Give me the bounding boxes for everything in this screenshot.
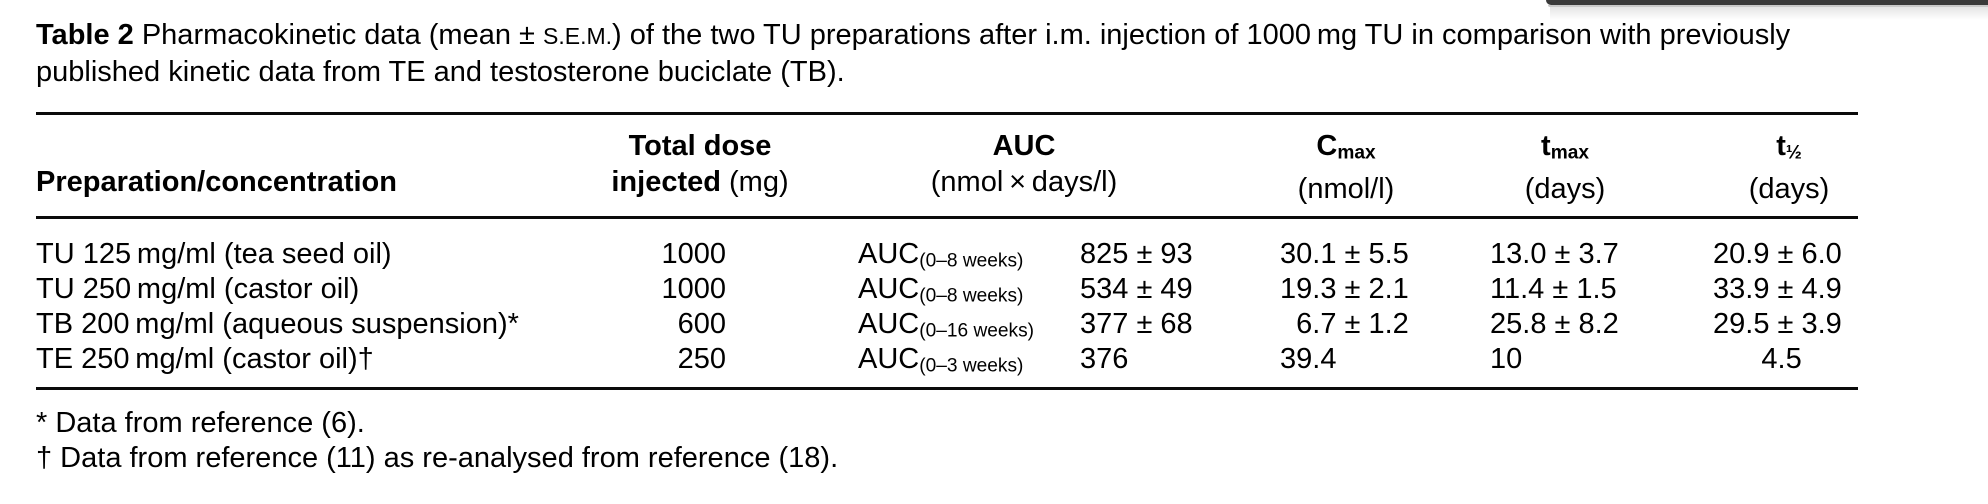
cell-auc-value: 825 ± 93: [1080, 238, 1193, 270]
header-thalf: t½ (days): [1689, 128, 1889, 207]
header-thalf-subscript: ½: [1785, 142, 1802, 164]
header-tmax: tmax (days): [1465, 128, 1665, 207]
caption-table-number: Table 2: [36, 19, 134, 51]
header-cmax: Cmax (nmol/l): [1246, 128, 1446, 207]
cell-preparation: TU 250 mg/ml (castor oil): [36, 273, 360, 305]
cell-thalf: 33.9 ± 4.9: [1713, 273, 1842, 305]
header-total-dose-line2: injected (mg): [580, 164, 820, 200]
cell-tmax: 10: [1490, 343, 1523, 375]
header-tmax-line1: tmax: [1465, 128, 1665, 171]
cell-auc-value: 377 ± 68: [1080, 308, 1193, 340]
header-tmax-unit: (days): [1524, 173, 1606, 206]
header-total-dose-line1: Total dose: [628, 130, 772, 162]
cell-preparation: TB 200 mg/ml (aqueous suspension)*: [36, 308, 519, 340]
header-auc: AUC (nmol × days/l): [884, 128, 1164, 200]
caption-text-b: ) of the two TU preparations after i.m. …: [612, 19, 1791, 51]
header-tmax-subscript: max: [1550, 142, 1589, 164]
auc-interval-subscript: (0–16 weeks): [919, 320, 1035, 342]
auc-base: AUC: [858, 273, 920, 305]
cell-cmax: 19.3 ± 2.1: [1280, 273, 1409, 305]
table-caption: Table 2 Pharmacokinetic data (mean ± S.E…: [36, 17, 1866, 90]
caption-text-c: published kinetic data from TE and testo…: [36, 56, 845, 88]
footnote-dagger: † Data from reference (11) as re-analyse…: [36, 442, 839, 474]
cell-thalf: 4.5: [1713, 343, 1802, 375]
header-cmax-base: C: [1316, 130, 1338, 162]
header-total-dose: Total dose injected (mg): [580, 128, 820, 200]
cell-thalf: 29.5 ± 3.9: [1713, 308, 1842, 340]
cell-thalf: 20.9 ± 6.0: [1713, 238, 1842, 270]
caption-sem-abbrev: S.E.M.: [543, 23, 613, 49]
header-auc-unit: (nmol × days/l): [930, 166, 1118, 198]
auc-interval-subscript: (0–8 weeks): [919, 285, 1024, 307]
header-mg-unit: (mg): [720, 166, 789, 198]
header-injected: injected: [611, 166, 721, 198]
footnote-asterisk: * Data from reference (6).: [36, 407, 365, 439]
cell-cmax: 6.7 ± 1.2: [1280, 308, 1409, 340]
auc-base: AUC: [858, 238, 920, 270]
cell-auc-value: 534 ± 49: [1080, 273, 1193, 305]
cell-auc-label: AUC(0–3 weeks): [858, 342, 1023, 383]
cell-preparation: TU 125 mg/ml (tea seed oil): [36, 238, 392, 270]
header-cmax-subscript: max: [1337, 142, 1376, 164]
cell-tmax: 13.0 ± 3.7: [1490, 238, 1619, 270]
cell-dose: 250: [677, 343, 726, 375]
window-edge-highlight: [1548, 5, 1988, 7]
cell-tmax: 25.8 ± 8.2: [1490, 308, 1619, 340]
cell-dose: 600: [677, 308, 726, 340]
cell-auc-value: 376: [1080, 343, 1129, 375]
header-auc-line1: AUC: [992, 130, 1056, 162]
header-thalf-base: t: [1776, 130, 1786, 162]
auc-interval-subscript: (0–3 weeks): [919, 355, 1024, 377]
cell-auc-label: AUC(0–8 weeks): [858, 237, 1023, 278]
table-header-rule: [36, 216, 1858, 219]
header-cmax-line1: Cmax: [1246, 128, 1446, 171]
header-thalf-line1: t½: [1689, 128, 1889, 171]
cell-auc-label: AUC(0–16 weeks): [858, 307, 1034, 348]
caption-text-a: Pharmacokinetic data (mean ±: [133, 19, 543, 51]
cell-tmax: 11.4 ± 1.5: [1490, 273, 1617, 305]
auc-base: AUC: [858, 343, 920, 375]
auc-interval-subscript: (0–8 weeks): [919, 250, 1024, 272]
cell-auc-label: AUC(0–8 weeks): [858, 272, 1023, 313]
cell-preparation: TE 250 mg/ml (castor oil)†: [36, 343, 374, 375]
cell-cmax: 30.1 ± 5.5: [1280, 238, 1409, 270]
cell-cmax: 39.4: [1280, 343, 1337, 375]
cell-dose: 1000: [661, 238, 726, 270]
cell-dose: 1000: [661, 273, 726, 305]
header-preparation: Preparation/concentration: [36, 166, 397, 198]
caption-line-1: Table 2 Pharmacokinetic data (mean ± S.E…: [36, 17, 1866, 54]
header-thalf-unit: (days): [1748, 173, 1830, 206]
table-top-rule: [36, 112, 1858, 115]
header-cmax-unit: (nmol/l): [1297, 173, 1395, 206]
auc-base: AUC: [858, 308, 920, 340]
window-edge-bar: [1546, 0, 1988, 5]
caption-line-2: published kinetic data from TE and testo…: [36, 54, 1866, 90]
header-tmax-base: t: [1541, 130, 1551, 162]
table-bottom-rule: [36, 387, 1858, 390]
